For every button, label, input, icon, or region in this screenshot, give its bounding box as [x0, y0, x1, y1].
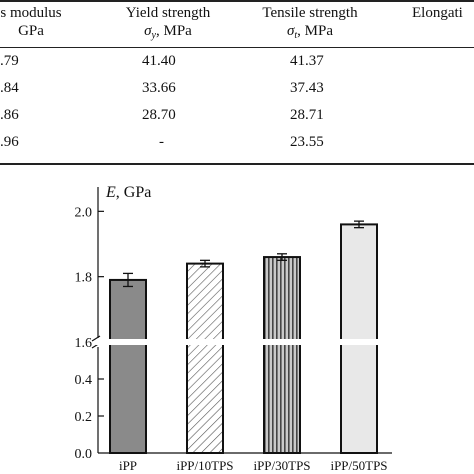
header-elong-line1: Elongati — [412, 5, 463, 21]
y-axis-label: E, GPa — [105, 184, 151, 201]
table-top-rule — [0, 0, 474, 2]
bar-iPP — [109, 278, 147, 454]
y-tick-label: 0.4 — [75, 373, 93, 388]
header-tensile-symbol: σ — [286, 23, 295, 39]
cell-tensile: 37.43 — [290, 80, 324, 96]
header-modulus-line2: GPa — [18, 23, 44, 39]
cell-modulus: .86 — [0, 107, 19, 123]
header-yield-strength: Yield strength σy, MPa — [103, 4, 233, 45]
y-tick-label: 2.0 — [75, 205, 93, 220]
x-tick-label: iPP/50TPS — [330, 458, 387, 473]
header-tensile-line1: Tensile strength — [262, 5, 358, 21]
y-tick-label: 0.2 — [75, 410, 93, 425]
header-modulus: s modulus GPa — [0, 4, 72, 40]
y-tick-label: 1.6 — [75, 336, 93, 351]
header-modulus-line1: s modulus — [0, 5, 62, 21]
header-tensile-unit: , MPa — [297, 23, 334, 39]
cell-yield: - — [159, 134, 164, 150]
axis-break-gap — [96, 339, 394, 345]
y-tick-label: 1.8 — [75, 271, 93, 286]
y-tick-label: 0.0 — [75, 447, 93, 462]
cell-modulus: .96 — [0, 134, 19, 150]
bar-iPP/10TPS — [186, 262, 224, 454]
header-tensile-strength: Tensile strength σt, MPa — [245, 4, 375, 45]
cell-yield: 28.70 — [142, 107, 176, 123]
header-yield-unit: , MPa — [156, 23, 192, 39]
x-tick-label: iPP — [119, 458, 137, 473]
modulus-bar-chart: 1.6 1.8 2.0 0.0 0.2 0.4 E, GPa iPP iPP/10TPS iPP/… — [75, 184, 394, 473]
header-yield-symbol: σ — [144, 23, 152, 39]
x-tick-label: iPP/30TPS — [253, 458, 310, 473]
bar-iPP/30TPS — [263, 256, 301, 454]
header-tensile-subscript: t — [294, 30, 298, 41]
x-tick-label: iPP/10TPS — [176, 458, 233, 473]
cell-yield: 41.40 — [142, 53, 176, 69]
cell-modulus: .84 — [0, 80, 19, 96]
plot-area: 1.6 1.8 2.0 0.0 0.2 0.4 E, GPa iPP iPP/10TPS iPP/… — [75, 184, 394, 473]
cell-tensile: 28.71 — [290, 107, 324, 123]
header-yield-line1: Yield strength — [125, 5, 211, 21]
header-elongation: Elongati — [412, 4, 474, 22]
properties-table: s modulus GPa Yield strength σy, MPa Ten… — [0, 0, 474, 170]
cell-tensile: 23.55 — [290, 134, 324, 150]
header-yield-subscript: y — [151, 30, 156, 41]
bar-iPP/50TPS — [340, 223, 378, 455]
cell-tensile: 41.37 — [290, 53, 324, 69]
cell-modulus: .79 — [0, 53, 19, 69]
table-header-rule — [0, 47, 474, 48]
cell-yield: 33.66 — [142, 80, 176, 96]
table-bottom-rule — [0, 163, 474, 165]
axis-break-mark — [91, 335, 101, 342]
